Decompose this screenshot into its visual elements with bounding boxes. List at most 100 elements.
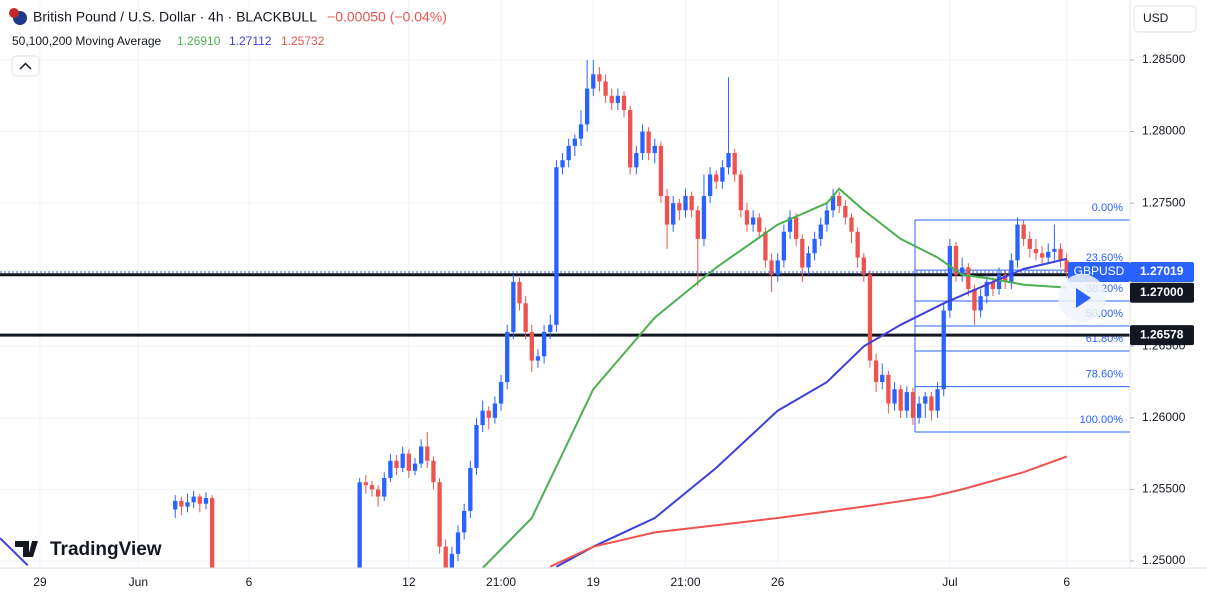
candle-body [935,389,940,411]
candle-body [812,238,817,254]
candle-body [425,446,430,461]
price-change: −0.00050 (−0.04%) [327,9,447,25]
currency-button[interactable] [1133,5,1197,33]
candle-body [750,217,756,225]
x-tick-label: 19 [587,575,601,589]
candle-body [677,203,682,211]
candle-body [886,374,891,404]
candle-body [400,453,405,468]
candle-body [529,331,534,361]
candle-body [357,482,362,568]
candle-body [738,174,743,211]
candle-body [996,274,1002,290]
candle-body [1064,260,1069,272]
moving-average-line [481,187,1067,568]
candle-body [707,174,713,196]
candle-body [904,392,909,411]
candle-body [781,231,787,261]
candle-body [652,145,657,154]
candle-body [603,81,608,96]
candle-body [369,485,375,490]
candle-body [1039,253,1045,258]
candle-body [566,145,571,161]
x-tick-label: 21:00 [670,575,700,589]
candle-body [541,331,547,357]
chart-title: British Pound / U.S. Dollar · 4h · BLACK… [33,9,317,25]
candle-body [947,246,953,311]
candle-body [843,205,848,218]
candle-body [818,224,823,239]
candle-body [185,502,190,507]
candle-body [375,489,381,497]
candle-body [498,382,504,404]
candle-body [978,296,983,311]
candle-body [609,95,614,103]
candle-body [763,231,768,261]
brand-name: TradingView [50,539,162,560]
candle-body [1021,224,1026,239]
plot-area: 0.00%23.60%38.20%50.00%61.80%78.60%100.0… [0,0,1130,568]
candle-body [873,360,879,383]
indicator-name: 50,100,200 Moving Average [12,34,162,48]
candle-body [418,446,424,464]
candle-body [628,110,633,168]
y-tick-label: 1.26000 [1142,410,1186,424]
candle-body [382,477,387,497]
candle-body [455,532,461,554]
candle-body [984,281,989,297]
candle-body [898,389,903,411]
candle-body [505,331,510,383]
candle-body [1009,260,1014,282]
candle-body [591,74,596,89]
candle-body [664,195,670,225]
candle-body [1046,251,1051,258]
candle-body [966,267,971,290]
chevron-icon [19,62,32,70]
candle-body [578,124,584,139]
candle-body [720,167,725,182]
candle-body [1015,224,1020,261]
candle-body [634,153,639,168]
price-tag-label: 1.27000 [1140,285,1184,299]
candle-body [412,463,418,471]
y-tick-label: 1.28500 [1142,52,1186,66]
candle-body [910,392,916,418]
candle-body [203,498,209,504]
candle-body [492,403,498,418]
x-tick-label: 26 [771,575,785,589]
y-tick-label: 1.25000 [1142,553,1186,567]
candle-body [511,281,516,332]
candle-body [714,174,719,182]
candle-body [794,217,799,239]
x-tick-label: 29 [33,575,47,589]
candle-body [787,217,793,232]
candle-body [486,410,491,418]
y-tick-label: 1.27500 [1142,195,1186,209]
candle-body [197,496,202,504]
candle-body [388,460,393,478]
candle-body [757,217,762,232]
candle-body [806,253,811,268]
candle-body [953,246,959,275]
candle-body [597,74,602,82]
collapse-button[interactable] [11,55,40,77]
candle-body [867,274,873,361]
candle-body [572,138,577,146]
fib-label: 100.00% [1080,414,1124,426]
candle-body [480,410,485,425]
candle-body [474,424,479,468]
price-tag-label: 1.26578 [1140,327,1184,341]
candle-body [394,460,399,468]
candle-body [443,546,448,568]
candle-body [837,195,842,206]
candle-body [701,195,707,239]
x-tick-label: Jul [942,575,957,589]
candle-body [855,231,860,258]
candle-body [584,88,590,125]
candle-body [830,195,836,211]
moving-average-line [549,455,1068,568]
candle-body [732,153,737,175]
